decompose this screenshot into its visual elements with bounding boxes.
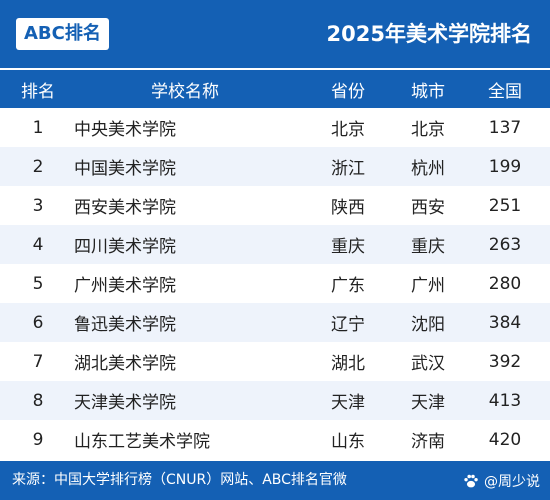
column-header-national: 全国 <box>488 81 522 102</box>
province-cell: 北京 <box>331 120 365 140</box>
rank-cell: 8 <box>32 390 44 411</box>
school-name-cell: 中国美术学院 <box>74 159 176 179</box>
column-header-province: 省份 <box>331 81 365 102</box>
school-name-cell: 天津美术学院 <box>74 393 176 413</box>
province-cell: 广东 <box>331 276 365 296</box>
column-header-city: 城市 <box>411 81 445 102</box>
table-header: 排名 学校名称 省份 城市 全国 <box>0 70 550 108</box>
rank-cell: 6 <box>32 312 44 333</box>
school-name-cell: 广州美术学院 <box>74 276 176 296</box>
national-rank-cell: 199 <box>488 156 522 177</box>
table-row: 7 湖北美术学院 湖北 武汉 392 <box>0 342 550 381</box>
national-rank-cell: 392 <box>488 351 522 372</box>
national-rank-cell: 384 <box>488 312 522 333</box>
rank-cell: 2 <box>32 156 44 177</box>
rank-cell: 1 <box>32 117 44 138</box>
table-body: 1 中央美术学院 北京 北京 137 2 中国美术学院 浙江 杭州 199 3 … <box>0 108 550 459</box>
table-row: 2 中国美术学院 浙江 杭州 199 <box>0 147 550 186</box>
province-cell: 重庆 <box>331 237 365 257</box>
school-name-cell: 四川美术学院 <box>74 237 176 257</box>
rank-cell: 3 <box>32 195 44 216</box>
school-name-cell: 中央美术学院 <box>74 120 176 140</box>
city-cell: 杭州 <box>411 159 445 179</box>
table-row: 3 西安美术学院 陕西 西安 251 <box>0 186 550 225</box>
table-row: 1 中央美术学院 北京 北京 137 <box>0 108 550 147</box>
rank-cell: 7 <box>32 351 44 372</box>
rank-cell: 5 <box>32 273 44 294</box>
national-rank-cell: 420 <box>488 429 522 450</box>
city-cell: 武汉 <box>411 354 445 374</box>
paw-icon <box>464 474 478 487</box>
national-rank-cell: 280 <box>488 273 522 294</box>
national-rank-cell: 251 <box>488 195 522 216</box>
table-row: 5 广州美术学院 广东 广州 280 <box>0 264 550 303</box>
city-cell: 北京 <box>411 120 445 140</box>
rank-cell: 9 <box>32 429 44 450</box>
watermark: @周少说 <box>462 461 540 500</box>
city-cell: 沈阳 <box>411 315 445 335</box>
province-cell: 陕西 <box>331 198 365 218</box>
city-cell: 西安 <box>411 198 445 218</box>
province-cell: 辽宁 <box>331 315 365 335</box>
school-name-cell: 湖北美术学院 <box>74 354 176 374</box>
brand-logo: ABC排名 <box>16 18 109 50</box>
table-row: 8 天津美术学院 天津 天津 413 <box>0 381 550 420</box>
province-cell: 天津 <box>331 393 365 413</box>
city-cell: 天津 <box>411 393 445 413</box>
province-cell: 山东 <box>331 432 365 452</box>
city-cell: 济南 <box>411 432 445 452</box>
school-name-cell: 鲁迅美术学院 <box>74 315 176 335</box>
column-header-name: 学校名称 <box>151 81 219 102</box>
footer-bar: 来源：中国大学排行榜（CNUR）网站、ABC排名官微 @周少说 <box>0 461 550 500</box>
page-title: 2025年美术学院排名 <box>326 22 532 46</box>
school-name-cell: 西安美术学院 <box>74 198 176 218</box>
national-rank-cell: 137 <box>488 117 522 138</box>
source-note: 来源：中国大学排行榜（CNUR）网站、ABC排名官微 <box>12 472 347 488</box>
national-rank-cell: 263 <box>488 234 522 255</box>
city-cell: 重庆 <box>411 237 445 257</box>
province-cell: 浙江 <box>331 159 365 179</box>
column-header-rank: 排名 <box>21 81 55 102</box>
table-row: 6 鲁迅美术学院 辽宁 沈阳 384 <box>0 303 550 342</box>
rank-cell: 4 <box>32 234 44 255</box>
table-row: 9 山东工艺美术学院 山东 济南 420 <box>0 420 550 459</box>
header-bar: ABC排名 2025年美术学院排名 <box>0 0 550 68</box>
national-rank-cell: 413 <box>488 390 522 411</box>
city-cell: 广州 <box>411 276 445 296</box>
table-row: 4 四川美术学院 重庆 重庆 263 <box>0 225 550 264</box>
school-name-cell: 山东工艺美术学院 <box>74 432 210 452</box>
watermark-text: @周少说 <box>484 473 540 490</box>
province-cell: 湖北 <box>331 354 365 374</box>
